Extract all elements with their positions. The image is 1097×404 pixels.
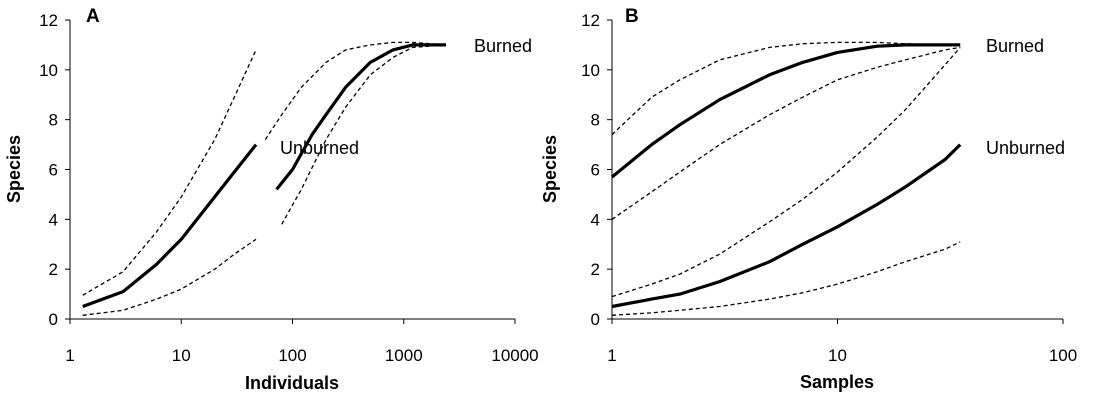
panel-a-y-tick-label: 10 [39, 61, 58, 80]
panel-a-x-tick-label: 10000 [491, 346, 538, 365]
panel-a-ci-line [82, 49, 257, 296]
panel-a-y-tick-label: 0 [49, 310, 58, 329]
panel-b-burned-mean-line [610, 43, 961, 179]
panel-a-x-tick-label: 10 [172, 346, 191, 365]
panel-b-unburned-label: Unburned [986, 138, 1065, 158]
panel-a-y-tick-label: 2 [49, 260, 58, 279]
panel-b-x-axis-title: Samples [800, 372, 874, 392]
panel-b-y-tick-label: 12 [581, 11, 600, 30]
panel-b-panel-label: B [625, 6, 639, 27]
panel-a-y-tick-label: 8 [49, 111, 58, 130]
panel-a-x-tick-label: 1000 [385, 346, 423, 365]
panel-b-x-tick-label: 100 [1049, 346, 1077, 365]
panel-b-x-tick-label: 10 [828, 346, 847, 365]
panel-a-ci-line [264, 41, 447, 140]
panel-b-y-tick-label: 10 [581, 61, 600, 80]
panel-b-y-tick-label: 2 [591, 260, 600, 279]
panel-b-ci-line [611, 46, 961, 298]
panel-b-y-tick-label: 6 [591, 161, 600, 180]
panel-a-y-tick-label: 12 [39, 11, 58, 30]
panel-a-unburned-label: Unburned [280, 138, 359, 158]
panel-b-burned-label: Burned [986, 36, 1044, 56]
panel-b-y-tick-label: 0 [591, 310, 600, 329]
panel-a-ci-line [281, 44, 447, 225]
panel-b-x-tick-label: 1 [607, 346, 616, 365]
panel-a-panel-label: A [86, 6, 100, 27]
panel-a-unburned-mean-line [82, 143, 258, 309]
panel-b-y-tick-label: 8 [591, 111, 600, 130]
panel-b-ci-line [611, 241, 961, 316]
panel-b-ci-line [611, 46, 961, 220]
panel-a-x-axis-title: Individuals [245, 373, 339, 393]
panel-a-y-tick-label: 6 [49, 161, 58, 180]
panel-a-y-axis-title: Species [4, 135, 24, 203]
panel-b-unburned-mean-line [611, 143, 962, 309]
panel-a-x-tick-label: 100 [278, 346, 306, 365]
panel-a-burned-label: Burned [474, 36, 532, 56]
panel-b-y-axis-title: Species [540, 135, 560, 203]
panel-a-burned-mean-line [275, 43, 446, 191]
panel-a-x-tick-label: 1 [65, 346, 74, 365]
panel-b-y-tick-label: 4 [591, 210, 600, 229]
panel-a-y-tick-label: 4 [49, 210, 58, 229]
panel-b-ci-line [611, 41, 961, 136]
